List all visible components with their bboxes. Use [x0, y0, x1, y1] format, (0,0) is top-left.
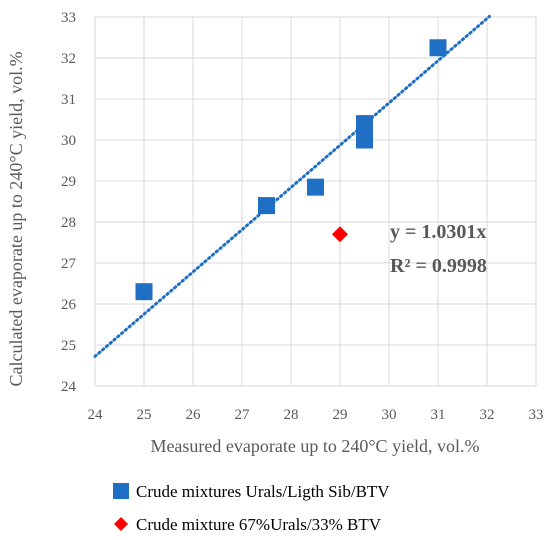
x-tick-label: 29 — [333, 407, 348, 423]
x-tick-label: 24 — [88, 407, 104, 423]
y-tick-label: 27 — [61, 256, 77, 272]
x-tick-label: 32 — [480, 407, 495, 423]
data-point-square — [307, 178, 324, 196]
legend-label-series-2: Crude mixture 67%Urals/33% BTV — [136, 515, 382, 534]
y-axis-title: Calculated evaporate up to 240°C yield, … — [6, 51, 26, 386]
data-point-square — [356, 115, 373, 133]
legend-marker-series-1 — [113, 483, 129, 499]
x-axis-title: Measured evaporate up to 240°C yield, vo… — [150, 436, 479, 456]
y-tick-label: 25 — [61, 338, 76, 354]
data-point-square — [135, 283, 153, 301]
data-point-diamond — [332, 226, 348, 243]
data-points — [135, 39, 447, 301]
y-tick-label: 28 — [61, 215, 76, 231]
legend-label-series-1: Crude mixtures Urals/Ligth Sib/BTV — [136, 482, 390, 501]
y-tick-label: 33 — [61, 10, 76, 26]
x-tick-labels: 24 25 26 27 28 29 30 31 32 33 — [88, 407, 544, 423]
trendline-equation: y = 1.0301x — [390, 221, 486, 243]
trendline-r-squared: R² = 0.9998 — [390, 255, 487, 277]
y-tick-label: 30 — [61, 133, 76, 149]
y-tick-label: 32 — [61, 51, 76, 67]
trendline — [93, 14, 491, 358]
y-tick-label: 29 — [61, 174, 76, 190]
x-tick-label: 27 — [235, 407, 251, 423]
x-tick-label: 28 — [284, 407, 299, 423]
y-tick-label: 31 — [61, 92, 76, 108]
y-tick-labels: 24 25 26 27 28 29 30 31 32 33 — [61, 10, 77, 395]
x-tick-label: 30 — [382, 407, 397, 423]
legend: Crude mixtures Urals/Ligth Sib/BTV Crude… — [113, 482, 390, 534]
y-tick-label: 24 — [61, 379, 77, 395]
data-point-square — [356, 131, 373, 149]
grid-lines — [94, 16, 537, 387]
x-tick-label: 26 — [186, 407, 202, 423]
x-tick-label: 31 — [431, 407, 446, 423]
trendline-group — [93, 14, 491, 358]
data-point-square — [429, 39, 447, 57]
x-tick-label: 33 — [529, 407, 544, 423]
data-point-square — [258, 197, 275, 215]
legend-marker-series-2 — [114, 517, 128, 531]
x-tick-label: 25 — [137, 407, 152, 423]
y-tick-label: 26 — [61, 297, 77, 313]
